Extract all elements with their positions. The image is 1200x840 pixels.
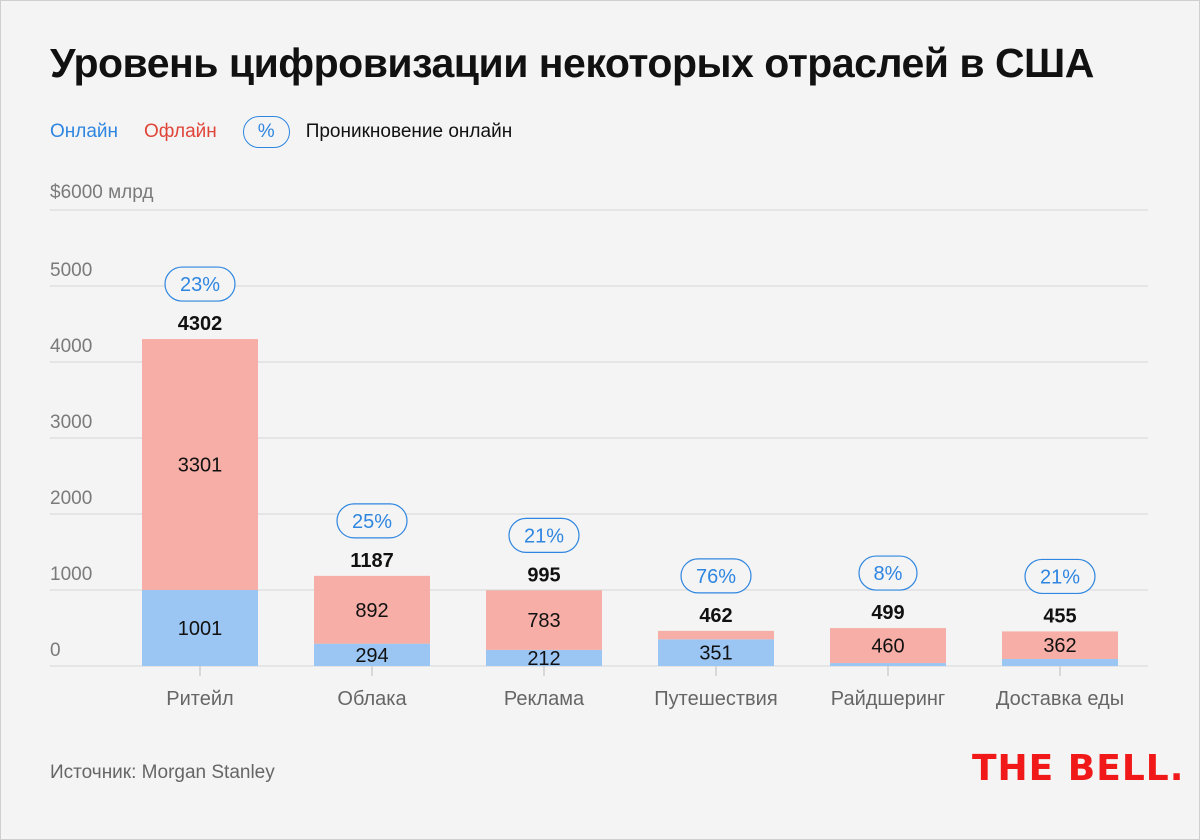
bar-offline <box>1002 631 1118 659</box>
x-tick-label: Облака <box>337 688 407 710</box>
online-share-label: 8% <box>874 563 903 585</box>
bar-online <box>658 639 774 666</box>
offline-value-label: 783 <box>527 610 560 632</box>
online-share-label: 21% <box>1040 566 1080 588</box>
y-tick-label: 4000 <box>50 336 92 357</box>
y-tick-label: 1000 <box>50 564 92 585</box>
bar-online <box>314 643 430 666</box>
online-value-label: 351 <box>699 643 732 665</box>
x-tick-label: Реклама <box>504 688 585 710</box>
x-tick-label: Доставка еды <box>996 688 1124 710</box>
bar-online <box>142 589 258 666</box>
legend-percent-pill: % <box>242 116 290 148</box>
offline-value-label: 3301 <box>178 454 223 476</box>
online-share-label: 23% <box>180 274 220 296</box>
total-value-label: 462 <box>699 605 732 627</box>
online-share-pill <box>1024 558 1096 595</box>
online-share-label: 21% <box>524 525 564 547</box>
bar-online <box>1002 658 1118 666</box>
bar-offline <box>830 628 946 664</box>
x-tick-label: Путешествия <box>654 688 777 710</box>
legend: Онлайн Офлайн % Проникновение онлайн <box>50 116 512 148</box>
y-tick-label: 5000 <box>50 260 92 281</box>
online-value-label: 212 <box>527 648 560 670</box>
online-share-pill <box>858 555 918 591</box>
legend-online: Онлайн <box>50 121 119 142</box>
bar-offline <box>142 339 258 590</box>
source-note: Источник: Morgan Stanley <box>50 762 275 783</box>
total-value-label: 499 <box>871 602 904 624</box>
y-axis-top-label: $6000 млрд <box>50 182 153 203</box>
legend-penetration-label: Проникновение онлайн <box>305 121 513 142</box>
y-tick-label: 3000 <box>50 412 92 433</box>
bar-online <box>830 663 946 666</box>
bar-offline <box>314 575 430 644</box>
total-value-label: 1187 <box>350 550 393 572</box>
online-share-pill <box>164 266 236 302</box>
bar-offline <box>658 630 774 640</box>
online-value-label: 1001 <box>178 618 223 640</box>
total-value-label: 455 <box>1043 605 1076 627</box>
total-value-label: 4302 <box>178 313 223 335</box>
total-value-label: 995 <box>527 564 560 586</box>
legend-offline: Офлайн <box>144 121 217 142</box>
online-share-pill <box>508 517 580 553</box>
y-tick-label: 2000 <box>50 488 92 509</box>
offline-value-label: 362 <box>1043 635 1076 657</box>
bar-online <box>486 649 602 666</box>
offline-value-label: 460 <box>871 636 904 658</box>
online-share-label: 76% <box>696 566 736 588</box>
y-tick-label: 0 <box>50 640 61 661</box>
online-value-label: 294 <box>355 645 388 667</box>
online-share-label: 25% <box>352 511 392 533</box>
x-tick-label: Райдшеринг <box>831 688 945 710</box>
online-share-pill <box>336 503 408 539</box>
x-tick-label: Ритейл <box>166 688 233 710</box>
chart-title: Уровень цифровизации некоторых отраслей … <box>50 40 1094 86</box>
offline-value-label: 892 <box>355 600 388 622</box>
bar-offline <box>486 590 602 650</box>
online-share-pill <box>680 558 752 594</box>
the-bell-logo: THE BELL. <box>972 748 1185 789</box>
